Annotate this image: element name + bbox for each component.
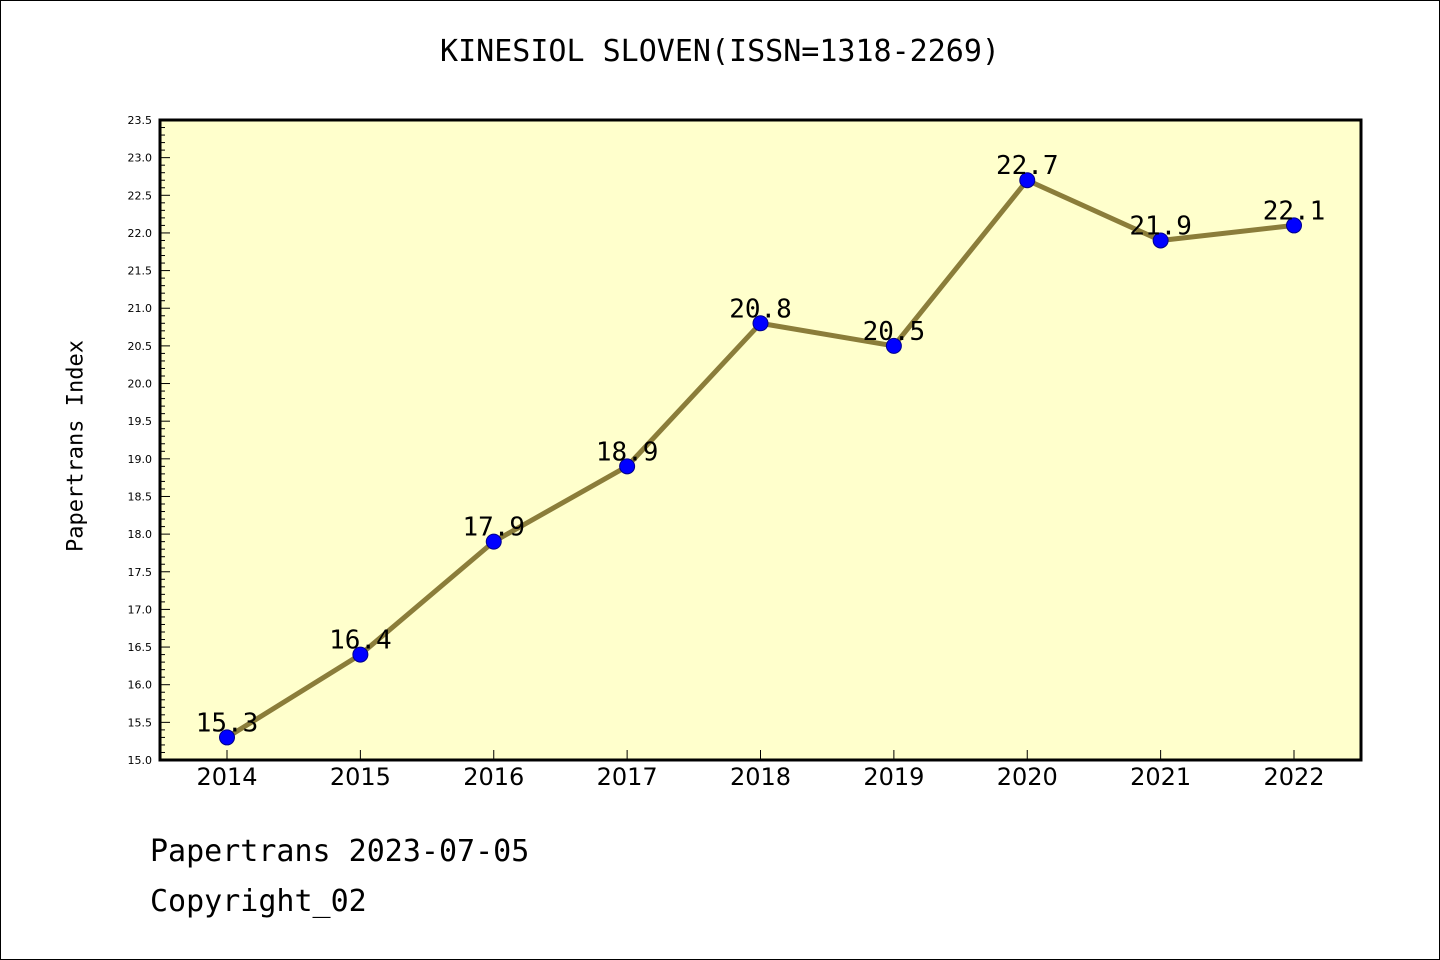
y-tick-label: 19.0 [128, 453, 153, 466]
x-tick-label: 2017 [597, 763, 658, 791]
y-tick-label: 15.5 [128, 716, 153, 729]
footer-date: Papertrans 2023-07-05 [150, 834, 530, 869]
y-tick-label: 17.0 [128, 603, 153, 616]
y-tick-label: 16.0 [128, 679, 153, 692]
data-label: 15.3 [196, 708, 259, 738]
x-tick-label: 2014 [196, 763, 257, 791]
data-point [1019, 172, 1036, 189]
data-point [1286, 217, 1302, 234]
y-tick-label: 22.5 [128, 189, 153, 202]
y-tick-label: 18.5 [128, 490, 153, 503]
y-tick-label: 23.0 [128, 152, 153, 165]
y-tick-label: 23.5 [128, 114, 153, 127]
x-tick-label: 2019 [863, 763, 924, 791]
footer-copyright: Copyright_02 [150, 884, 367, 919]
y-tick-label: 20.0 [128, 378, 153, 391]
data-label: 17.9 [462, 513, 525, 543]
data-label: 20.8 [729, 294, 792, 324]
series-line-group [219, 172, 1302, 746]
x-axis: 2014 2015 2016 2017 2018 2019 2020 2021 2022 [196, 750, 1325, 791]
x-tick-label: 2022 [1263, 763, 1324, 791]
y-tick-label: 15.0 [128, 754, 153, 767]
y-tick-label: 19.5 [128, 415, 153, 428]
data-label: 22.1 [1263, 196, 1326, 226]
x-tick-label: 2021 [1130, 763, 1191, 791]
data-point [752, 315, 769, 332]
y-tick-label: 16.5 [128, 641, 153, 654]
data-labels: 15.3 16.4 17.9 18.9 20.8 20.5 22.7 21.9 22.1 [196, 151, 1326, 738]
y-tick-label: 21.0 [128, 302, 153, 315]
data-point [885, 337, 902, 354]
y-tick-label: 17.5 [128, 566, 153, 579]
chart-title: KINESIOL SLOVEN(ISSN=1318-2269) [440, 34, 1000, 69]
y-tick-label: 22.0 [128, 227, 153, 240]
x-tick-label: 2020 [997, 763, 1058, 791]
y-axis: 15.0 15.5 16.0 16.5 17.0 17.5 18.0 18.5 19.0 19.5… [128, 114, 170, 767]
x-tick-label: 2015 [330, 763, 391, 791]
data-label: 22.7 [996, 151, 1059, 181]
data-label: 20.5 [863, 317, 926, 347]
data-label: 16.4 [329, 626, 392, 656]
x-tick-label: 2018 [730, 763, 791, 791]
y-tick-label: 21.5 [128, 265, 153, 278]
data-point [1152, 232, 1169, 249]
y-tick-label: 20.5 [128, 340, 153, 353]
data-point [352, 646, 369, 663]
data-point [219, 729, 235, 746]
x-tick-label: 2016 [463, 763, 524, 791]
data-point [619, 458, 636, 475]
data-label: 21.9 [1129, 211, 1192, 241]
y-tick-label: 18.0 [128, 528, 153, 541]
data-point [485, 533, 502, 550]
data-label: 18.9 [596, 437, 659, 467]
